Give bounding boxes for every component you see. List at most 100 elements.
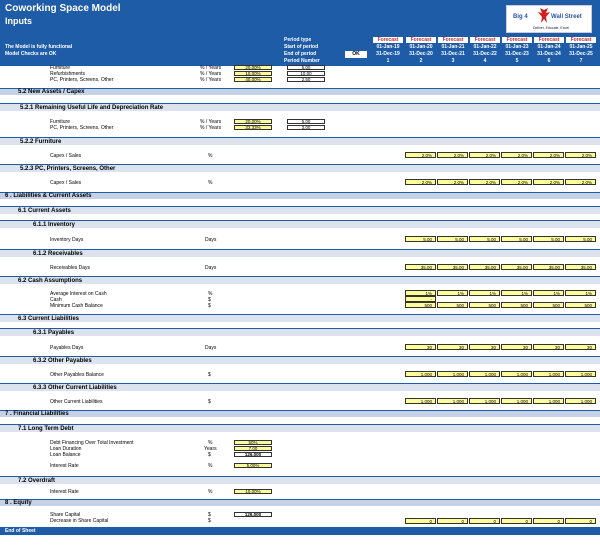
input-cell[interactable]: 10.00% xyxy=(234,71,272,76)
forecast-input-cell[interactable]: 0 xyxy=(405,518,436,524)
forecast-input-cell[interactable]: 1,000 xyxy=(437,398,468,404)
check-ok-badge: OK xyxy=(345,51,367,58)
input-cell[interactable]: 20.00% xyxy=(234,65,272,70)
row-unit: Days xyxy=(205,345,217,351)
forecast-input-cell[interactable]: 1% xyxy=(405,290,436,296)
forecast-input-cell[interactable]: 35.00 xyxy=(405,264,436,270)
forecast-input-cell[interactable]: 2.0% xyxy=(533,179,564,185)
forecast-input-cell[interactable]: 1% xyxy=(533,290,564,296)
forecast-input-cell[interactable]: 2.0% xyxy=(565,179,596,185)
section-6-3-2: 6.3.2 Other Payables xyxy=(0,356,600,364)
forecast-input-cell[interactable]: 500 xyxy=(533,302,564,308)
period-start-cell: 01-Jan-23 xyxy=(505,44,529,50)
forecast-input-cell[interactable]: 1,000 xyxy=(565,371,596,377)
row-label: Interest Rate xyxy=(50,489,79,495)
forecast-input-cell[interactable]: 1% xyxy=(469,290,500,296)
input-cell[interactable]: 40.00% xyxy=(234,77,272,82)
row-unit: % / Years xyxy=(200,119,222,125)
input-cell[interactable]: 5.00% xyxy=(234,463,272,468)
forecast-input-cell[interactable]: 5.00 xyxy=(533,236,564,242)
forecast-input-cell[interactable]: 500 xyxy=(565,302,596,308)
section-5-2: 5.2 New Assets / Capex xyxy=(0,88,600,95)
forecast-input-cell[interactable]: 2.0% xyxy=(405,179,436,185)
section-6-3-1: 6.3.1 Payables xyxy=(0,328,600,336)
forecast-input-cell[interactable]: 30 xyxy=(437,344,468,350)
input-cell[interactable]: 20.00% xyxy=(234,119,272,124)
row-label: Minimum Cash Balance xyxy=(50,303,103,309)
forecast-input-cell[interactable]: 1,000 xyxy=(469,398,500,404)
input-cell[interactable]: 50% xyxy=(234,440,272,445)
forecast-input-cell[interactable]: 500 xyxy=(469,302,500,308)
forecast-input-cell[interactable]: 500 xyxy=(405,302,436,308)
input-cell[interactable]: 7.00 xyxy=(234,446,272,451)
forecast-input-cell[interactable]: 2.0% xyxy=(533,152,564,158)
forecast-input-cell[interactable]: 2.0% xyxy=(405,152,436,158)
row-unit: $ xyxy=(208,297,211,303)
forecast-input-cell[interactable]: 1,000 xyxy=(405,398,436,404)
forecast-input-cell[interactable]: 0 xyxy=(533,518,564,524)
forecast-input-cell[interactable]: 2.0% xyxy=(469,179,500,185)
forecast-input-cell[interactable]: 35.00 xyxy=(533,264,564,270)
forecast-input-cell[interactable]: 30 xyxy=(533,344,564,350)
forecast-input-cell[interactable]: 30 xyxy=(501,344,532,350)
forecast-input-cell[interactable]: 35.00 xyxy=(437,264,468,270)
forecast-input-cell[interactable]: 35.00 xyxy=(469,264,500,270)
forecast-input-cell[interactable]: 1% xyxy=(565,290,596,296)
period-end-cell: 31-Dec-23 xyxy=(505,51,529,57)
forecast-input-cell[interactable]: 1,000 xyxy=(469,371,500,377)
period-number-label: Period Number xyxy=(284,58,320,64)
forecast-input-cell[interactable]: 30 xyxy=(405,344,436,350)
forecast-input-cell[interactable]: 5.00 xyxy=(405,236,436,242)
forecast-input-cell[interactable]: 1% xyxy=(437,290,468,296)
row-unit: % xyxy=(208,463,213,469)
forecast-input-cell[interactable]: 500 xyxy=(501,302,532,308)
forecast-input-cell[interactable]: 500 xyxy=(437,302,468,308)
row-unit: Days xyxy=(205,265,217,271)
forecast-input-cell[interactable]: 1,000 xyxy=(533,398,564,404)
forecast-input-cell[interactable]: 0 xyxy=(501,518,532,524)
forecast-input-cell[interactable]: 1,000 xyxy=(501,371,532,377)
logo-tagline: Deliver, Educate, Excel xyxy=(533,26,569,30)
forecast-input-cell[interactable]: 1,000 xyxy=(565,398,596,404)
forecast-input-cell[interactable]: 2.0% xyxy=(565,152,596,158)
forecast-input-cell[interactable]: 1,000 xyxy=(405,371,436,377)
forecast-input-cell[interactable]: 5.00 xyxy=(565,236,596,242)
row-label: PC, Printers, Screens, Other xyxy=(50,77,114,83)
forecast-input-cell[interactable]: 30 xyxy=(469,344,500,350)
forecast-input-cell[interactable]: 35.00 xyxy=(565,264,596,270)
section-5-2-2: 5.2.2 Furniture xyxy=(0,137,600,145)
input-cell[interactable]: 10.00% xyxy=(234,489,272,494)
period-type-cell: Forecast xyxy=(438,37,468,43)
section-5-2-1: 5.2.1 Remaining Useful Life and Deprecia… xyxy=(0,103,600,111)
row-unit: % xyxy=(208,440,213,446)
forecast-input-cell[interactable]: 5.00 xyxy=(469,236,500,242)
period-end-cell: 31-Dec-22 xyxy=(473,51,497,57)
logo-text-right: Wall Street xyxy=(551,14,582,20)
forecast-input-cell[interactable]: 0 xyxy=(469,518,500,524)
model-title: Coworking Space Model xyxy=(5,3,121,14)
period-end-cell: 31-Dec-20 xyxy=(409,51,433,57)
forecast-input-cell[interactable]: 2.0% xyxy=(469,152,500,158)
forecast-input-cell[interactable]: 1,000 xyxy=(533,371,564,377)
forecast-input-cell[interactable]: 0 xyxy=(437,518,468,524)
forecast-input-cell[interactable]: 2.0% xyxy=(501,152,532,158)
forecast-input-cell[interactable]: 2.0% xyxy=(501,179,532,185)
period-number-cell: 6 xyxy=(547,58,551,64)
row-label: Debt Financing Over Total Investment xyxy=(50,440,134,446)
forecast-input-cell[interactable]: 5.00 xyxy=(501,236,532,242)
forecast-input-cell[interactable]: 2.0% xyxy=(437,179,468,185)
forecast-input-cell[interactable]: 0 xyxy=(565,518,596,524)
section-6-1-1: 6.1.1 Inventory xyxy=(0,220,600,228)
start-period-label: Start of period xyxy=(284,44,319,50)
forecast-input-cell[interactable]: 35.00 xyxy=(501,264,532,270)
forecast-input-cell[interactable]: 1% xyxy=(501,290,532,296)
forecast-input-cell[interactable]: 30 xyxy=(565,344,596,350)
forecast-input-cell[interactable]: - xyxy=(405,296,436,302)
row-unit: % xyxy=(208,489,213,495)
section-6-1-2: 6.1.2 Receivables xyxy=(0,249,600,257)
forecast-input-cell[interactable]: 5.00 xyxy=(437,236,468,242)
forecast-input-cell[interactable]: 1,000 xyxy=(437,371,468,377)
input-cell[interactable]: 33.33% xyxy=(234,125,272,130)
forecast-input-cell[interactable]: 1,000 xyxy=(501,398,532,404)
forecast-input-cell[interactable]: 2.0% xyxy=(437,152,468,158)
